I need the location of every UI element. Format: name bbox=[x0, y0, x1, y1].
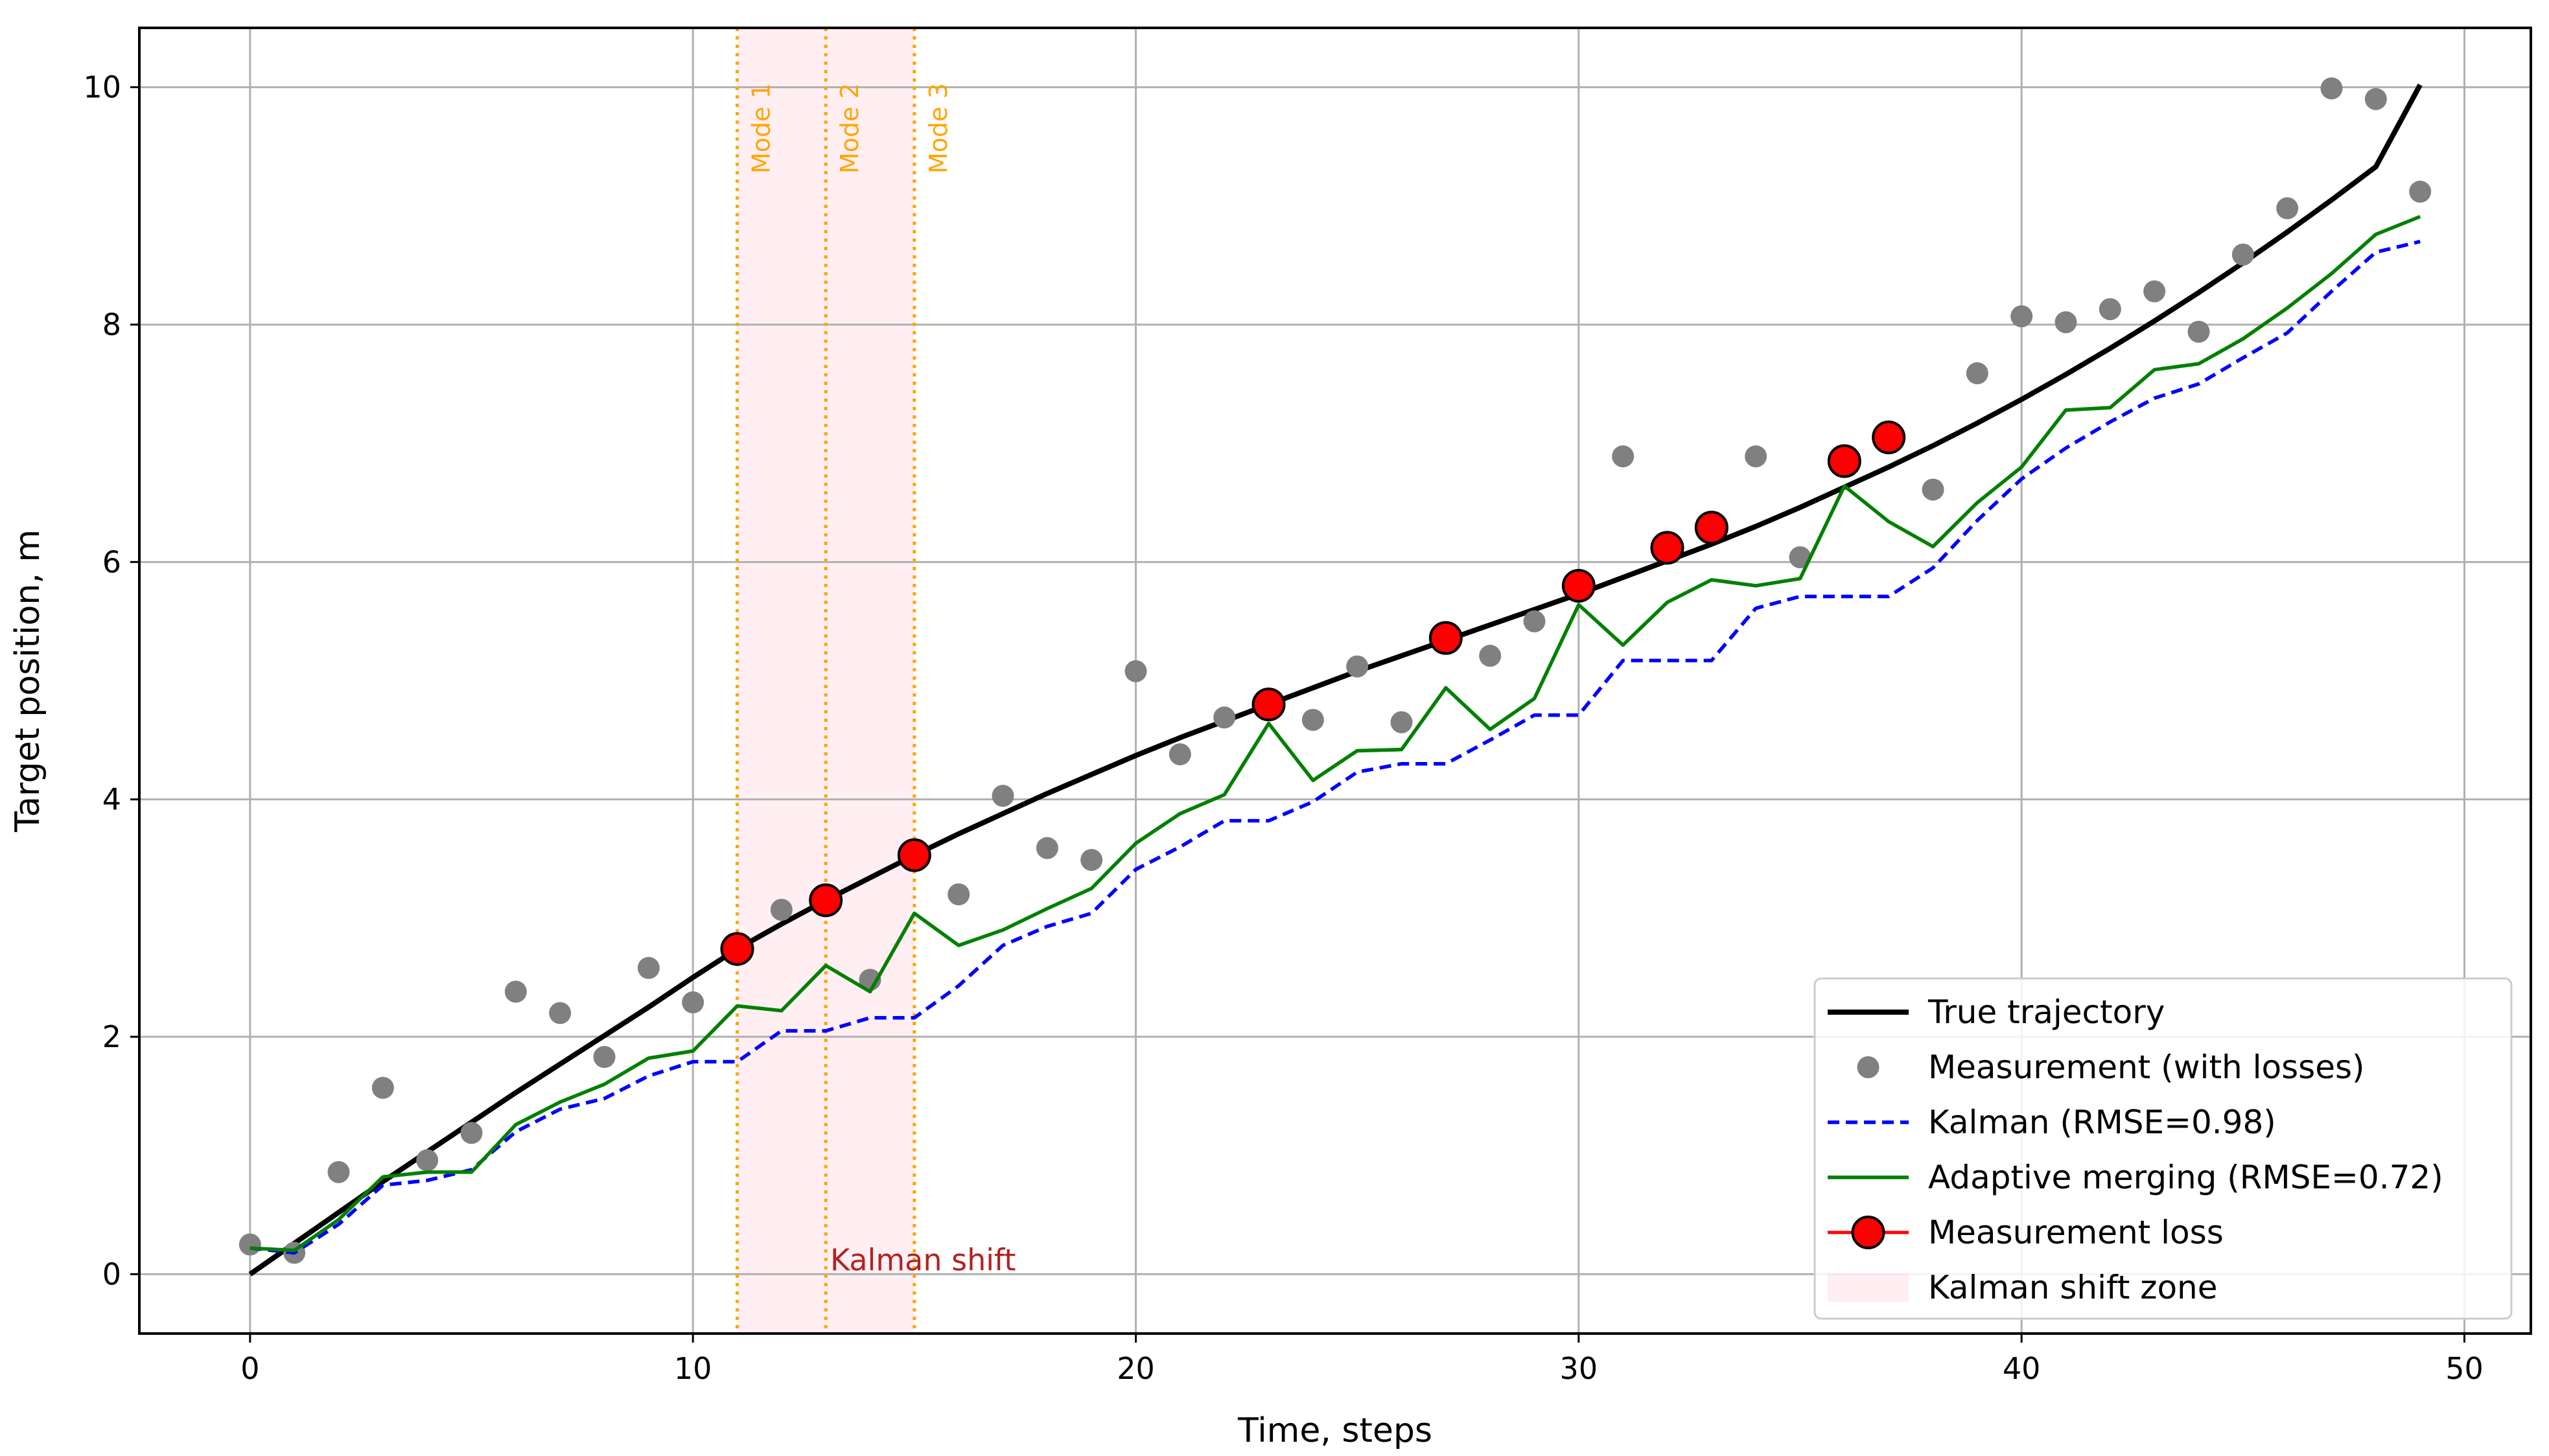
measurement-point bbox=[371, 1076, 394, 1099]
legend-box bbox=[1813, 977, 2513, 1320]
measurement-point bbox=[549, 1002, 572, 1024]
measurement-point bbox=[1169, 743, 1191, 766]
ticks-layer: 0 10 20 30 40 50 0 2 4 6 8 10 bbox=[83, 70, 2483, 1386]
vline-layer: Mode 1 Mode 2 Mode 3 bbox=[736, 28, 953, 1334]
mode-label-1: Mode 1 bbox=[747, 83, 776, 174]
y-axis-label: Target position, m bbox=[8, 529, 47, 833]
measurement-point bbox=[2231, 243, 2254, 266]
measurement-loss-marker bbox=[1561, 568, 1596, 603]
measurement-point bbox=[1124, 660, 1147, 682]
measurement-point bbox=[948, 883, 970, 906]
measurement-point bbox=[2364, 87, 2387, 110]
measurement-point bbox=[1346, 655, 1369, 678]
mode-label-3: Mode 3 bbox=[924, 83, 953, 174]
annotation-kalman-shift: Kalman shift bbox=[830, 1242, 1016, 1277]
measurement-point bbox=[1301, 708, 1324, 731]
measurement-point bbox=[770, 899, 793, 921]
annotation-layer: Kalman shift bbox=[830, 1242, 1016, 1277]
measurement-loss-marker bbox=[1650, 531, 1684, 565]
measurement-point bbox=[1390, 711, 1413, 734]
series-4 bbox=[720, 420, 1906, 966]
legend-label: Measurement (with losses) bbox=[1928, 1048, 2365, 1086]
measurement-point bbox=[1745, 445, 1767, 468]
series-line-0 bbox=[248, 84, 2423, 1277]
measurement-point bbox=[1612, 445, 1635, 468]
measurement-point bbox=[2010, 305, 2033, 328]
legend-label: Kalman shift zone bbox=[1928, 1269, 2218, 1306]
x-axis-label: Time, steps bbox=[1237, 1411, 1432, 1450]
measurement-point bbox=[2320, 77, 2343, 100]
measurement-loss-marker bbox=[1694, 511, 1728, 545]
measurement-point bbox=[2409, 180, 2432, 203]
x-tick-label: 10 bbox=[674, 1351, 712, 1386]
measurement-loss-marker bbox=[1827, 444, 1861, 478]
measurement-point bbox=[2099, 298, 2121, 321]
measurement-point bbox=[327, 1161, 350, 1183]
series-2 bbox=[250, 240, 2421, 1255]
measurement-point bbox=[1966, 362, 1988, 385]
measurement-point bbox=[1479, 645, 1502, 667]
x-tick-label: 0 bbox=[240, 1351, 259, 1386]
x-tick-label: 40 bbox=[2003, 1351, 2041, 1386]
measurement-point bbox=[593, 1046, 616, 1069]
measurement-point bbox=[1036, 837, 1058, 859]
y-tick-label: 2 bbox=[102, 1019, 121, 1054]
measurement-point bbox=[2276, 197, 2299, 220]
legend: True trajectory Measurement (with losses)… bbox=[1813, 977, 2513, 1320]
measurement-point bbox=[460, 1122, 483, 1144]
measurement-loss-marker bbox=[897, 838, 931, 872]
measurement-point bbox=[504, 980, 527, 1003]
legend-label: Measurement loss bbox=[1928, 1214, 2224, 1251]
measurement-loss-marker bbox=[809, 883, 843, 918]
y-tick-label: 10 bbox=[83, 70, 121, 105]
measurement-loss-marker bbox=[720, 932, 754, 966]
x-tick-label: 30 bbox=[1560, 1351, 1598, 1386]
measurement-point bbox=[637, 956, 660, 979]
y-tick-label: 4 bbox=[102, 782, 121, 817]
series-layer bbox=[239, 77, 2432, 1277]
measurement-loss-marker bbox=[1428, 621, 1463, 655]
y-tick-label: 0 bbox=[102, 1256, 121, 1291]
series-line-3 bbox=[250, 214, 2421, 1253]
measurement-point bbox=[1213, 706, 1236, 729]
measurement-loss-marker bbox=[1872, 420, 1906, 454]
measurement-point bbox=[682, 991, 704, 1013]
legend-swatch bbox=[1828, 1273, 1909, 1302]
y-tick-label: 6 bbox=[102, 544, 121, 579]
mode-label-2: Mode 2 bbox=[835, 83, 864, 174]
legend-label: Adaptive merging (RMSE=0.72) bbox=[1928, 1159, 2443, 1196]
series-3 bbox=[250, 214, 2421, 1253]
measurement-point bbox=[992, 785, 1014, 807]
measurement-point bbox=[1523, 610, 1546, 632]
measurement-point bbox=[2187, 320, 2210, 343]
series-0 bbox=[248, 84, 2423, 1277]
y-tick-label: 8 bbox=[102, 307, 121, 342]
measurement-point bbox=[1789, 546, 1811, 568]
measurement-point bbox=[1922, 478, 1944, 501]
measurement-point bbox=[2143, 280, 2166, 303]
plot-frame bbox=[138, 27, 2532, 1335]
x-tick-label: 50 bbox=[2445, 1351, 2484, 1386]
measurement-loss-marker bbox=[1251, 688, 1286, 722]
legend-swatch-marker bbox=[1851, 1216, 1885, 1249]
measurement-point bbox=[416, 1149, 439, 1172]
x-tick-label: 20 bbox=[1117, 1351, 1155, 1386]
legend-swatch bbox=[1857, 1056, 1880, 1078]
legend-label: True trajectory bbox=[1927, 993, 2165, 1031]
measurement-point bbox=[239, 1233, 261, 1256]
measurement-point bbox=[1080, 849, 1103, 872]
measurement-point bbox=[2054, 311, 2077, 334]
legend-label: Kalman (RMSE=0.98) bbox=[1928, 1104, 2276, 1141]
series-line-2 bbox=[250, 240, 2421, 1255]
